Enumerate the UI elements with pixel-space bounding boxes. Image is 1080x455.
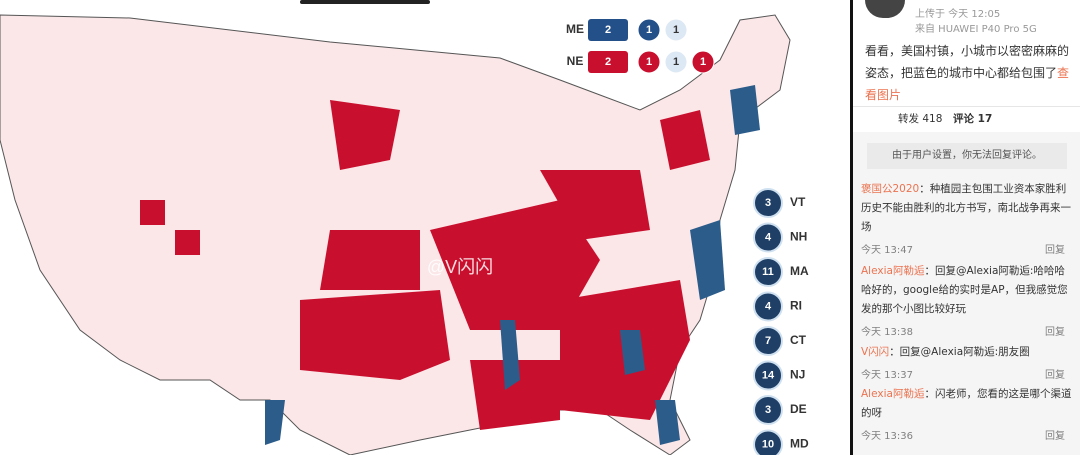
state-votes: 3 [765,404,771,416]
state-label: MA [790,264,809,278]
comment-time: 今天 13:38 [861,327,913,338]
state-votes: 4 [765,231,772,243]
comment-body: ：种植园主包围工业资本家胜利历史不能由胜利的北方书写，南北战争再来一场 [861,183,1071,233]
legend-circle [664,18,688,42]
separator [853,106,1080,107]
comment-time: 今天 13:47 [861,245,913,256]
comment-text: Alexia阿勒逅：回复@Alexia阿勒逅:哈哈哈哈好的，google给的实时… [861,262,1073,319]
state-label: NJ [790,368,805,382]
state-label: RI [790,299,802,313]
legend-value: 1 [673,56,679,68]
comment-body: ：回复@Alexia阿勒逅:哈哈哈哈好的，google给的实时是AP，但我感觉您… [861,265,1068,315]
view-image-link[interactable]: 查看图片 [865,66,1070,102]
comment-text: V闪闪：回复@Alexia阿勒逅:朋友圈 [861,343,1073,362]
legend-circle [664,50,688,74]
divider [850,0,853,455]
post-text: 看看，美国村镇，小城市以密密麻麻的姿态，把蓝色的城市中心都给包围了查看图片 [865,40,1075,106]
comment-meta: 今天 13:37 回复 [861,366,1065,381]
map-top-bar [300,0,430,4]
comments-area [853,132,1080,455]
red-regions [140,100,710,430]
state-votes: 4 [765,300,772,312]
state-badge [753,360,783,391]
comment-text: 褒国公2020：种植园主包围工业资本家胜利历史不能由胜利的北方书写，南北战争再来… [861,180,1073,237]
post-body: 看看，美国村镇，小城市以密密麻麻的姿态，把蓝色的城市中心都给包围了 [865,44,1070,80]
state-votes: 3 [765,197,771,209]
comment-user[interactable]: Alexia阿勒逅 [861,265,925,277]
legend-circle [691,50,715,74]
state-label: VT [790,195,806,209]
state-votes: 10 [762,438,774,450]
reply-button[interactable]: 回复 [1045,327,1065,338]
reply-button[interactable]: 回复 [1045,370,1065,381]
comment-meta: 今天 13:36 回复 [861,427,1065,442]
state-votes: 7 [765,335,771,347]
avatar[interactable] [865,0,905,18]
device: 来自 HUAWEI P40 Pro 5G [915,24,1037,35]
state-badge [753,429,783,455]
legend-box [588,19,628,41]
legend-state: NE [567,54,584,68]
comment-user[interactable]: V闪闪 [861,346,890,358]
state-badge [753,257,783,287]
upload-time: 上传于 今天 12:05 [915,9,1001,20]
legend-value: 2 [605,56,611,68]
legend-box [588,51,628,73]
state-badge [753,395,783,425]
comment-text: Alexia阿勒逅：闪老师，您看的这是哪个渠道的呀 [861,385,1073,423]
legend-value: 1 [700,56,706,68]
comment-meta: 今天 13:38 回复 [861,323,1065,338]
state-badge [753,291,783,322]
state-list: 3 VT 4 NH 11 MA 4 RI 7 CT 14 NJ 3 DE 10 MD [753,188,809,455]
comment-user[interactable]: 褒国公2020 [861,183,920,195]
comment-user[interactable]: Alexia阿勒逅 [861,388,925,400]
state-badge [753,222,783,253]
comments-tab[interactable]: 评论 17 [953,113,993,125]
comment-body: ：闪老师，您看的这是哪个渠道的呀 [861,388,1072,419]
legend-value: 1 [646,56,652,68]
legend: ME 2 1 1 NE 2 1 1 1 [566,18,715,74]
comment-meta: 今天 13:47 回复 [861,241,1065,256]
reply-button[interactable]: 回复 [1045,245,1065,256]
legend-state: ME [566,22,584,36]
legend-value: 2 [605,24,611,36]
state-label: MD [790,437,809,451]
legend-value: 1 [646,24,652,36]
state-badge [753,326,783,356]
post-panel: 上传于 今天 12:05 来自 HUAWEI P40 Pro 5G 看看，美国村… [853,0,1080,455]
blue-regions [265,85,760,445]
reply-button[interactable]: 回复 [1045,431,1065,442]
comment-time: 今天 13:37 [861,370,913,381]
state-label: CT [790,333,807,347]
comment-time: 今天 13:36 [861,431,913,442]
state-badge [753,188,783,218]
notice: 由于用户设置，你无法回复评论。 [867,143,1067,169]
legend-value: 1 [673,24,679,36]
state-votes: 14 [762,369,775,381]
legend-circle [637,50,661,74]
state-label: DE [790,402,807,416]
state-label: NH [790,230,807,244]
comment-body: ：回复@Alexia阿勒逅:朋友圈 [889,346,1030,358]
repost-tab[interactable]: 转发 418 [898,113,943,125]
watermark: @V闪闪 [427,257,493,277]
state-votes: 11 [762,266,774,278]
legend-circle [637,18,661,42]
